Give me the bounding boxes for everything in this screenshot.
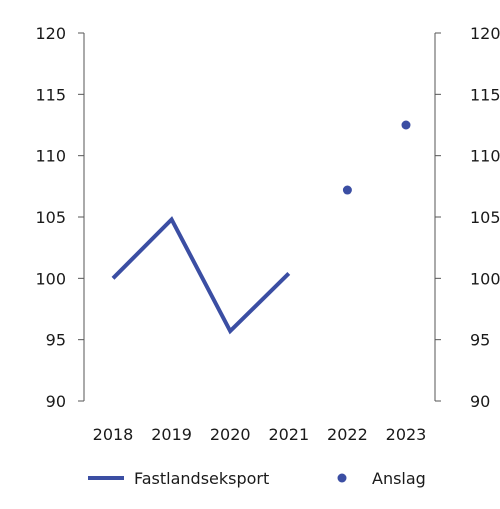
x-tick-label: 2020 — [210, 425, 251, 444]
right-tick-label: 100 — [470, 269, 500, 288]
legend: Fastlandseksport Anslag — [88, 469, 426, 488]
right-tick-label: 110 — [470, 147, 500, 166]
left-tick-label: 100 — [35, 269, 66, 288]
left-tick-label: 120 — [35, 24, 66, 43]
right-tick-label: 95 — [470, 331, 490, 350]
right-tick-label: 105 — [470, 208, 500, 227]
x-tick-label: 2022 — [327, 425, 368, 444]
right-tick-label: 120 — [470, 24, 500, 43]
legend-dot-swatch — [337, 473, 347, 483]
right-tick-label: 115 — [470, 85, 500, 104]
x-axis-ticks: 2018 2019 2020 2021 2022 2023 — [93, 425, 427, 444]
legend-label-fastlandseksport: Fastlandseksport — [134, 469, 269, 488]
right-axis-ticks: 90 95 100 105 110 115 120 — [435, 24, 500, 411]
left-tick-label: 95 — [46, 331, 66, 350]
x-tick-label: 2023 — [386, 425, 427, 444]
x-tick-label: 2018 — [93, 425, 134, 444]
left-tick-label: 110 — [35, 147, 66, 166]
right-tick-label: 90 — [470, 392, 490, 411]
series-line-0 — [111, 216, 291, 335]
series-point-1 — [401, 120, 411, 130]
left-axis-ticks: 90 95 100 105 110 115 120 — [35, 24, 84, 411]
series-point-1 — [342, 185, 352, 195]
x-tick-label: 2019 — [151, 425, 192, 444]
left-tick-label: 105 — [35, 208, 66, 227]
left-tick-label: 90 — [46, 392, 66, 411]
x-tick-label: 2021 — [268, 425, 309, 444]
legend-label-anslag: Anslag — [372, 469, 426, 488]
plot-marks — [111, 120, 411, 335]
left-tick-label: 115 — [35, 85, 66, 104]
